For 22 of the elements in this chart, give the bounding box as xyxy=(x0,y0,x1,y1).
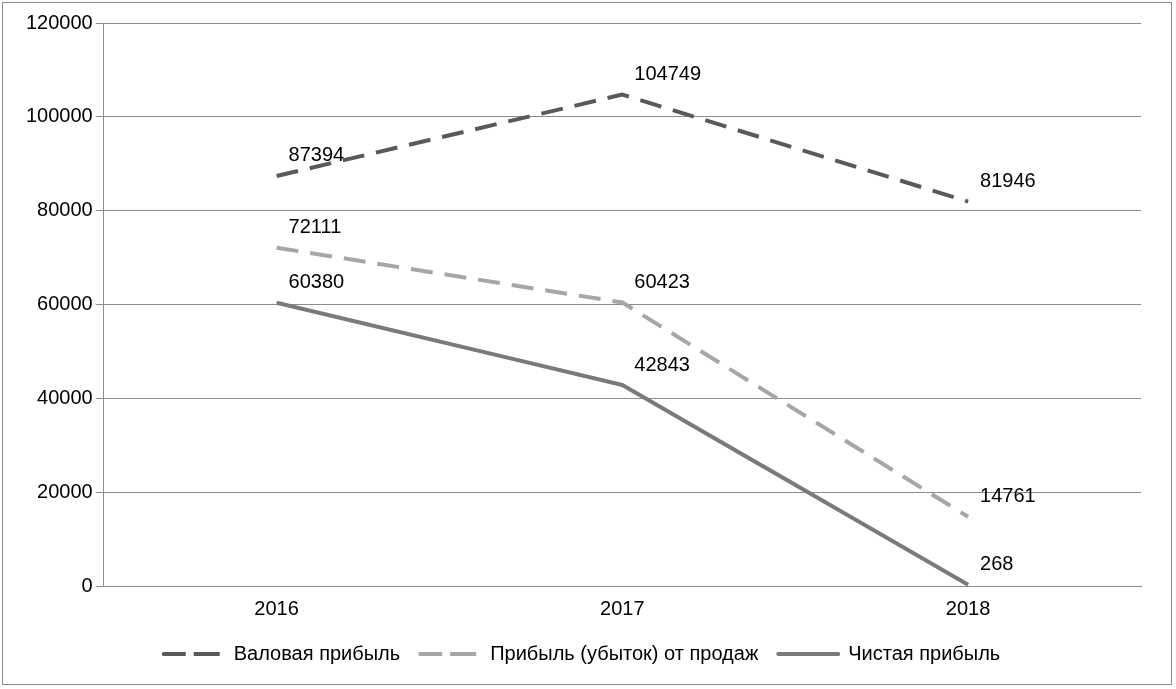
legend-label: Прибыль (убыток) от продаж xyxy=(490,641,759,664)
data-label: 104749 xyxy=(634,62,702,85)
x-tick-label: 2018 xyxy=(945,596,991,619)
y-tick-label: 100000 xyxy=(25,104,93,127)
y-tick-label: 40000 xyxy=(37,385,93,408)
y-tick-label: 20000 xyxy=(37,479,93,502)
x-tick-label: 2017 xyxy=(600,596,645,619)
data-label: 268 xyxy=(980,552,1014,575)
data-label: 14761 xyxy=(980,484,1036,507)
y-tick-label: 120000 xyxy=(25,10,93,33)
y-tick-label: 80000 xyxy=(37,198,93,221)
y-tick-label: 60000 xyxy=(37,292,93,315)
data-label: 72111 xyxy=(288,215,342,238)
data-label: 60380 xyxy=(288,270,345,293)
legend-label: Чистая прибыль xyxy=(848,641,1001,664)
legend-label: Валовая прибыль xyxy=(233,641,401,664)
data-label: 42843 xyxy=(634,352,690,375)
data-label: 81946 xyxy=(980,169,1036,192)
y-tick-label: 0 xyxy=(81,573,93,596)
data-label: 87394 xyxy=(288,143,345,166)
x-tick-label: 2016 xyxy=(254,596,299,619)
data-label: 60423 xyxy=(634,270,690,293)
